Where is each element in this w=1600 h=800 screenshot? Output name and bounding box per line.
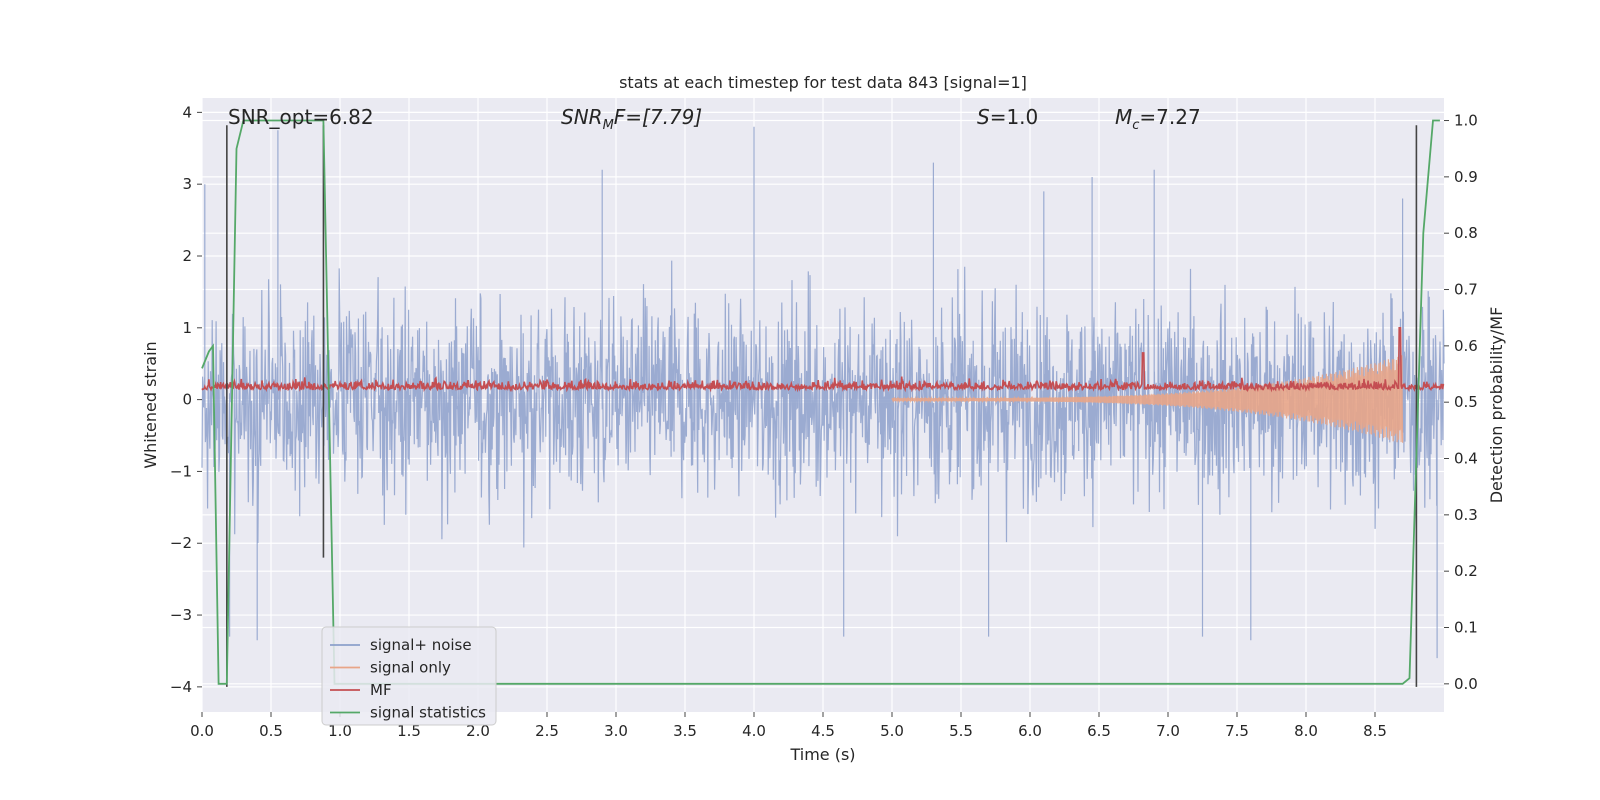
y-right-tick-label: 0.0: [1454, 675, 1478, 693]
x-tick-label: 1.0: [328, 722, 352, 740]
legend-label: MF: [370, 681, 392, 699]
x-tick-label: 7.0: [1156, 722, 1180, 740]
x-tick-label: 1.5: [397, 722, 421, 740]
x-tick-label: 4.5: [811, 722, 835, 740]
legend-label: signal statistics: [370, 704, 486, 722]
x-tick-label: 3.0: [604, 722, 628, 740]
y-right-tick-label: 0.5: [1454, 393, 1478, 411]
y-tick-label: −4: [170, 678, 192, 696]
vertical-markers: [226, 125, 1418, 687]
x-tick-label: 2.5: [535, 722, 559, 740]
x-tick-label: 6.0: [1018, 722, 1042, 740]
x-tick-label: 0.0: [190, 722, 214, 740]
x-tick-label: 5.5: [949, 722, 973, 740]
y-tick-label: −1: [170, 462, 192, 480]
y-right-tick-label: 0.6: [1454, 337, 1478, 355]
y-right-tick-label: 0.9: [1454, 168, 1478, 186]
y-right-axis-label: Detection probability/MF: [1487, 307, 1506, 504]
y-tick-label: −2: [170, 534, 192, 552]
y-right-tick-label: 1.0: [1454, 112, 1478, 130]
y-axis-label: Whitened strain: [141, 341, 160, 468]
x-tick-label: 8.0: [1294, 722, 1318, 740]
x-tick-label: 4.0: [742, 722, 766, 740]
y-tick-label: 3: [182, 175, 192, 193]
y-tick-label: 1: [182, 319, 192, 337]
y-tick-label: −3: [170, 606, 192, 624]
y-right-tick-label: 0.2: [1454, 562, 1478, 580]
y-tick-label: 2: [182, 247, 192, 265]
annotation-mc-symbol: M: [1115, 105, 1132, 129]
y-right-tick-label: 0.8: [1454, 224, 1478, 242]
annotation-snr-mf-symbol: SNR: [561, 105, 603, 129]
annotation-mc: Mc=7.27: [1115, 105, 1201, 133]
mf-line: [201, 327, 1445, 393]
chart-title: stats at each timestep for test data 843…: [619, 73, 1027, 92]
y-right-tick-label: 0.7: [1454, 281, 1478, 299]
signal-only-series: [891, 355, 1404, 443]
annotation-s-value: =1.0: [990, 105, 1039, 129]
annotation-s-symbol: S: [977, 105, 990, 129]
x-axis-label: Time (s): [789, 745, 855, 764]
y-right-tick-label: 0.4: [1454, 450, 1478, 468]
y-right-tick-label: 0.1: [1454, 619, 1478, 637]
x-tick-label: 6.5: [1087, 722, 1111, 740]
x-axis-ticks: 0.0 0.5 1.0 1.5 2.0 2.5 3.0 3.5 4.0 4.5 5.0 5.5 6.0 6…: [190, 712, 1387, 740]
signal-statistics-line: [201, 119, 1440, 685]
y-tick-label: 0: [182, 391, 192, 409]
x-tick-label: 0.5: [259, 722, 283, 740]
x-tick-label: 7.5: [1225, 722, 1249, 740]
y-right-tick-label: 0.3: [1454, 506, 1478, 524]
legend-box: [321, 626, 497, 726]
x-tick-label: 5.0: [880, 722, 904, 740]
annotation-snr-mf-subscript: M: [603, 118, 614, 133]
y-tick-label: 4: [182, 103, 192, 121]
x-tick-label: 3.5: [673, 722, 697, 740]
signal-statistics-series: [201, 119, 1440, 685]
signal-only-line: [891, 355, 1404, 443]
x-tick-label: 2.0: [466, 722, 490, 740]
annotation-snr-opt: SNR_opt=6.82: [228, 105, 374, 129]
legend-label: signal+ noise: [370, 636, 472, 654]
annotation-mc-value: =7.27: [1139, 105, 1200, 129]
annotation-snr-mf: SNRMF=[7.79]: [561, 105, 702, 133]
legend: signal+ noise signal only MF signal statist…: [321, 626, 497, 726]
annotation-s: S=1.0: [977, 105, 1038, 129]
legend-label: signal only: [370, 659, 451, 677]
annotation-mc-subscript: c: [1132, 118, 1139, 133]
x-tick-label: 8.5: [1363, 722, 1387, 740]
y-right-axis-ticks: 1.0 0.9 0.8 0.7 0.6 0.5 0.4 0.3 0.2 0.1 0.0: [1444, 112, 1478, 693]
mf-series: [201, 327, 1445, 393]
annotation-snr-mf-value: F=[7.79]: [614, 105, 702, 129]
y-axis-ticks: 4 3 2 1 0 −1 −2 −3 −4: [170, 103, 202, 696]
